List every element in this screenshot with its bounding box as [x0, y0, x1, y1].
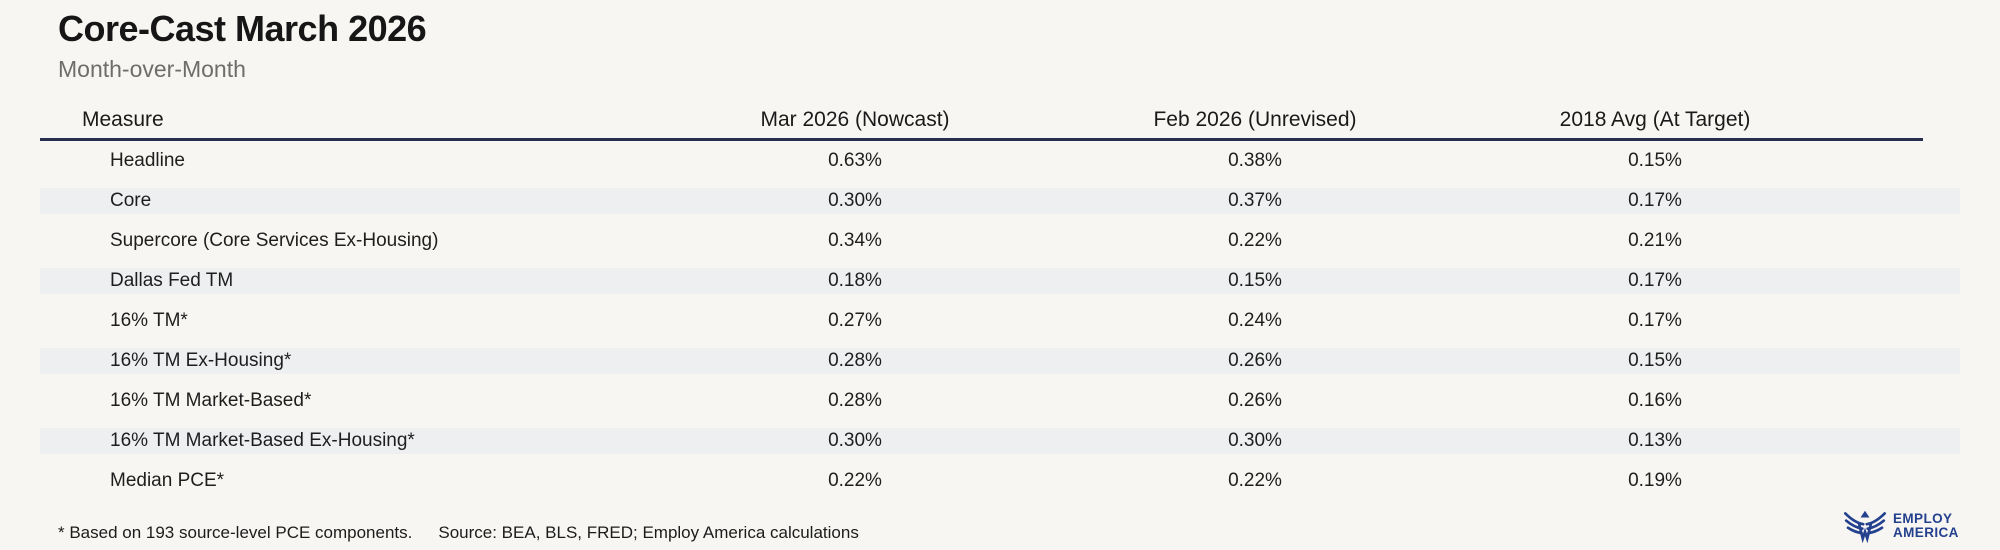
table-row: Core 0.30% 0.37% 0.17% [40, 181, 1960, 221]
value-cell: 0.19% [1628, 470, 1682, 491]
table-row: 16% TM Market-Based Ex-Housing* 0.30% 0.30… [40, 421, 1960, 461]
measure-cell: Supercore (Core Services Ex-Housing) [110, 230, 439, 251]
value-cell: 0.63% [828, 150, 882, 171]
value-cell: 0.30% [828, 190, 882, 211]
footnote: * Based on 193 source-level PCE componen… [58, 523, 859, 543]
value-cell: 0.28% [828, 350, 882, 371]
column-header-2018-avg-at-target: 2018 Avg (At Target) [1559, 108, 1751, 131]
column-header-measure: Measure [82, 108, 164, 131]
measure-cell: Headline [110, 150, 185, 171]
footnote-text: * Based on 193 source-level PCE componen… [58, 523, 413, 542]
value-cell: 0.18% [828, 270, 882, 291]
source-text: Source: BEA, BLS, FRED; Employ America c… [438, 523, 859, 542]
value-cell: 0.17% [1628, 310, 1682, 331]
eagle-icon [1843, 509, 1887, 543]
value-cell: 0.16% [1628, 390, 1682, 411]
value-cell: 0.15% [1228, 270, 1282, 291]
measure-cell: 16% TM* [110, 310, 188, 331]
table-row: 16% TM Ex-Housing* 0.28% 0.26% 0.15% [40, 341, 1960, 381]
value-cell: 0.30% [828, 430, 882, 451]
value-cell: 0.37% [1228, 190, 1282, 211]
value-cell: 0.38% [1228, 150, 1282, 171]
table-row: Median PCE* 0.22% 0.22% 0.19% [40, 461, 1960, 501]
measure-cell: Dallas Fed TM [110, 270, 234, 291]
data-table: Measure Mar 2026 (Nowcast) Feb 2026 (Unr… [40, 102, 1960, 501]
column-header-feb-2026-unrevised: Feb 2026 (Unrevised) [1153, 108, 1357, 131]
value-cell: 0.22% [1228, 230, 1282, 251]
page-subtitle: Month-over-Month [58, 56, 246, 82]
measure-cell: Median PCE* [110, 470, 225, 491]
page-title: Core-Cast March 2026 [58, 8, 427, 49]
value-cell: 0.22% [1228, 470, 1282, 491]
value-cell: 0.17% [1628, 270, 1682, 291]
table-body: Headline 0.63% 0.38% 0.15% Core 0.30% 0.37% 0.1… [40, 141, 1960, 501]
logo-line-2: AMERICA [1893, 525, 1959, 540]
value-cell: 0.24% [1228, 310, 1282, 331]
value-cell: 0.17% [1628, 190, 1682, 211]
table-row: Supercore (Core Services Ex-Housing) 0.34… [40, 221, 1960, 261]
table-row: Dallas Fed TM 0.18% 0.15% 0.17% [40, 261, 1960, 301]
measure-cell: 16% TM Market-Based Ex-Housing* [110, 430, 415, 451]
value-cell: 0.13% [1628, 430, 1682, 451]
table-row: 16% TM Market-Based* 0.28% 0.26% 0.16% [40, 381, 1960, 421]
value-cell: 0.21% [1628, 230, 1682, 251]
table-row: 16% TM* 0.27% 0.24% 0.17% [40, 301, 1960, 341]
value-cell: 0.34% [828, 230, 882, 251]
value-cell: 0.30% [1228, 430, 1282, 451]
value-cell: 0.27% [828, 310, 882, 331]
employ-america-logo: EMPLOY AMERICA [1843, 509, 1959, 543]
measure-cell: 16% TM Ex-Housing* [110, 350, 292, 371]
column-header-mar-2026-nowcast: Mar 2026 (Nowcast) [760, 108, 950, 131]
value-cell: 0.22% [828, 470, 882, 491]
measure-cell: 16% TM Market-Based* [110, 390, 312, 411]
header-divider [40, 138, 1923, 141]
measure-cell: Core [110, 190, 152, 211]
logo-line-1: EMPLOY [1893, 510, 1953, 526]
value-cell: 0.26% [1228, 390, 1282, 411]
value-cell: 0.15% [1628, 350, 1682, 371]
logo-wordmark: EMPLOY AMERICA [1893, 510, 1959, 541]
value-cell: 0.15% [1628, 150, 1682, 171]
value-cell: 0.26% [1228, 350, 1282, 371]
value-cell: 0.28% [828, 390, 882, 411]
table-row: Headline 0.63% 0.38% 0.15% [40, 141, 1960, 181]
table-header-row: Measure Mar 2026 (Nowcast) Feb 2026 (Unr… [40, 102, 1960, 138]
